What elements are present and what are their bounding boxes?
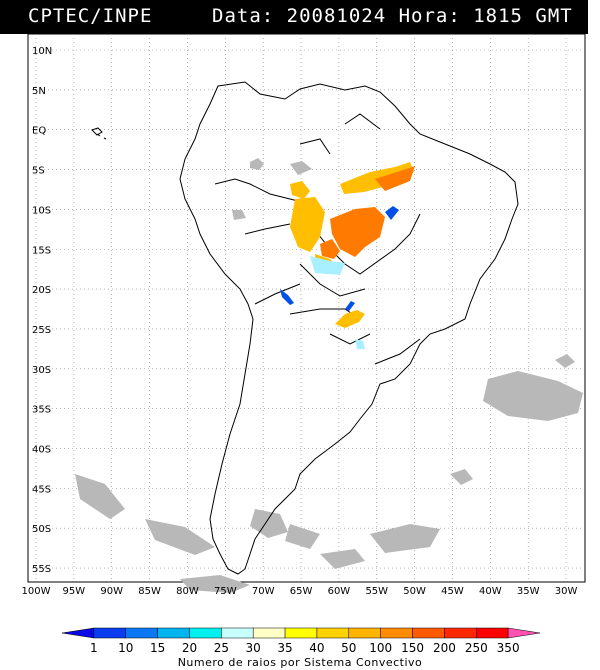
lon-label: 95W (63, 586, 86, 597)
colorbar-label: 25 (214, 641, 229, 655)
colorbar-swatch (348, 627, 381, 639)
colorbar-swatch (380, 627, 413, 639)
lon-label: 30W (555, 586, 578, 597)
colorbar-label: 20 (182, 641, 197, 655)
longitude-labels: 100W 95W 90W 85W 80W 75W 70W 65W 60W 55W 50W 45W 40W… (22, 586, 578, 597)
colorbar-label: 250 (465, 641, 488, 655)
lat-label: 15S (32, 245, 51, 256)
cloud-cover (75, 158, 583, 593)
lat-label: 35S (32, 405, 51, 416)
colorbar-label: 200 (433, 641, 456, 655)
colorbar-labels: 1 10 15 20 25 30 35 40 50 100 150 200 250 350 (90, 641, 520, 655)
colorbar-swatch (252, 627, 286, 639)
colorbar-swatch (444, 627, 477, 639)
lon-label: 60W (328, 586, 351, 597)
coastlines (91, 81, 519, 575)
colorbar-swatch (61, 627, 95, 639)
colorbar-swatch (189, 627, 222, 639)
colorbar-label: 10 (118, 641, 133, 655)
colorbar-swatch (284, 627, 318, 639)
colorbar-label: 35 (277, 641, 292, 655)
lat-label: 55S (32, 564, 51, 575)
colorbar-swatch (221, 627, 254, 639)
lon-label: 90W (100, 586, 123, 597)
lat-label: EQ (32, 126, 46, 137)
colorbar-swatch (157, 627, 190, 639)
lat-label: 25S (32, 325, 51, 336)
colorbar-swatch (125, 627, 158, 639)
colorbar-swatch (93, 627, 126, 639)
lat-label: 40S (32, 445, 51, 456)
lat-label: 10N (32, 46, 52, 57)
colorbar: 1 10 15 20 25 30 35 40 50 100 150 200 250 350 Numero … (61, 627, 541, 669)
colorbar-label: 100 (369, 641, 392, 655)
lat-label: 5S (32, 166, 45, 177)
title-bar: CPTEC/INPE Data: 20081024 Hora: 1815 GMT (0, 0, 588, 34)
lon-label: 80W (176, 586, 199, 597)
lat-label: 30S (32, 365, 51, 376)
lat-label: 20S (32, 285, 51, 296)
colorbar-label: 350 (497, 641, 520, 655)
colorbar-label: 1 (90, 641, 98, 655)
lon-label: 65W (290, 586, 313, 597)
lon-label: 45W (441, 586, 464, 597)
lon-label: 85W (138, 586, 161, 597)
map-frame (27, 34, 586, 583)
datetime-label: Data: 20081024 Hora: 1815 GMT (212, 5, 573, 27)
lat-label: 5N (32, 86, 46, 97)
grid-lines (28, 34, 585, 582)
lightning-map: 10N5NEQ5S10S15S20S25S30S35S40S45S50S55S … (22, 34, 586, 597)
lon-label: 75W (214, 586, 237, 597)
lon-label: 35W (517, 586, 540, 597)
colorbar-label: 15 (150, 641, 165, 655)
colorbar-swatch (507, 627, 541, 639)
colorbar-label: 40 (309, 641, 324, 655)
colorbar-label: 50 (341, 641, 356, 655)
lon-label: 70W (252, 586, 275, 597)
lon-label: 40W (479, 586, 502, 597)
lightning-cells (280, 162, 415, 349)
colorbar-swatch (316, 627, 350, 639)
source-label: CPTEC/INPE (28, 5, 153, 27)
colorbar-swatch (476, 627, 509, 639)
lat-label: 50S (32, 524, 51, 535)
colorbar-title: Numero de raios por Sistema Convectivo (178, 656, 423, 669)
colorbar-label: 150 (401, 641, 424, 655)
lat-label: 45S (32, 484, 51, 495)
lon-label: 100W (22, 586, 51, 597)
lat-label: 10S (32, 205, 51, 216)
colorbar-label: 30 (246, 641, 261, 655)
lon-label: 55W (365, 586, 388, 597)
lon-label: 50W (403, 586, 426, 597)
latitude-labels: 10N 5N EQ 5S 10S 15S 20S 25S 30S 35S 40S 45S 50S 55S (32, 46, 52, 575)
colorbar-swatches (61, 627, 541, 639)
colorbar-swatch (412, 627, 445, 639)
